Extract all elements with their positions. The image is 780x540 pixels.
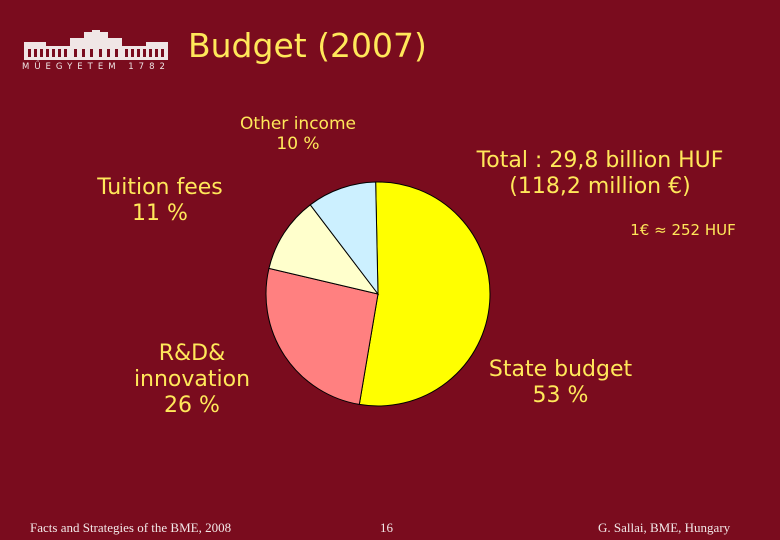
label-other-income: Other income 10 % [212, 114, 384, 154]
total-annotation: Total : 29,8 billion HUF (118,2 million … [420, 148, 780, 200]
label-tuition-fees: Tuition fees 11 % [80, 175, 240, 227]
label-other-income-name: Other income [240, 114, 356, 134]
pie-slice-rd-innovation [265, 267, 379, 406]
page-title: Budget (2007) [188, 26, 427, 65]
logo-text: MŰEGYETEM 1782 [22, 62, 170, 72]
label-tuition-fees-name: Tuition fees [97, 175, 223, 200]
label-state-budget-name: State budget [488, 357, 633, 382]
label-state-budget: State budget 53 % [478, 357, 643, 409]
label-rd-innovation: R&D& innovation 26 % [112, 341, 272, 419]
label-tuition-fees-pct: 11 % [132, 200, 188, 226]
label-rd-line2: innovation [133, 366, 251, 392]
pie-slice-other-income [309, 181, 379, 296]
bme-logo [24, 30, 168, 60]
page-number: 16 [380, 520, 393, 535]
label-state-budget-pct: 53 % [532, 382, 589, 408]
total-line-2: (118,2 million €) [509, 173, 691, 199]
label-rd-line1: R&D& [158, 341, 226, 366]
footer-left: Facts and Strategies of the BME, 2008 [30, 520, 232, 535]
total-line-1: Total : 29,8 billion HUF [476, 148, 724, 173]
label-other-income-pct: 10 % [276, 134, 320, 155]
label-rd-pct: 26 % [164, 392, 220, 418]
exchange-rate-note: 1€ ≈ 252 HUF [630, 221, 736, 239]
pie-slice-tuition-fees [268, 204, 380, 295]
pie-slice-state-budget [358, 181, 491, 407]
footer-right: G. Sallai, BME, Hungary [598, 520, 731, 535]
